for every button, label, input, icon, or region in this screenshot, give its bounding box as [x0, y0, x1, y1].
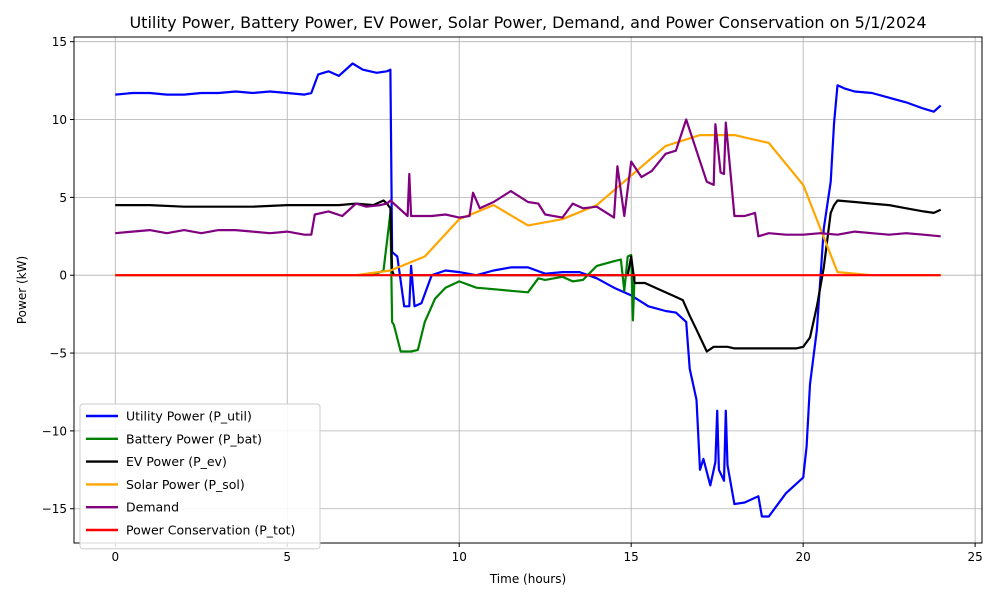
x-tick-label: 5	[283, 550, 291, 564]
legend-box	[79, 403, 321, 550]
legend-label: Demand	[126, 500, 179, 515]
y-tick-label: 10	[52, 113, 67, 127]
x-tick-label: 25	[967, 550, 982, 564]
legend-label: Solar Power (P_sol)	[126, 477, 245, 492]
y-tick-label: −10	[42, 424, 67, 438]
x-axis-title: Time (hours)	[489, 572, 566, 586]
x-tick-label: 0	[111, 550, 119, 564]
x-tick-label: 10	[452, 550, 467, 564]
y-tick-label: 5	[59, 191, 67, 205]
legend-label: EV Power (P_ev)	[126, 454, 227, 469]
x-tick-label: 15	[624, 550, 639, 564]
x-tick-label: 20	[796, 550, 811, 564]
series-line-utility-power-p-util	[115, 62, 942, 518]
legend-label: Utility Power (P_util)	[126, 409, 252, 424]
series-line-demand	[115, 118, 941, 238]
y-tick-label: −15	[42, 502, 67, 516]
series-line-ev-power-p-ev	[115, 199, 942, 353]
legend: Utility Power (P_util) Battery Power (P_b…	[79, 403, 321, 550]
chart-title: Utility Power, Battery Power, EV Power, …	[129, 13, 926, 32]
plot-frame	[73, 36, 983, 544]
legend-label: Power Conservation (P_tot)	[126, 523, 295, 538]
legend-label: Battery Power (P_bat)	[126, 431, 262, 446]
y-tick-label: −5	[49, 347, 67, 361]
axis-ticks: 0 5 10 15 20 25 −15 −10 −5 0 5 10 15	[42, 35, 983, 564]
y-axis-title: Power (kW)	[15, 256, 29, 324]
y-tick-label: 15	[52, 35, 67, 49]
series-line-battery-power-p-bat	[115, 211, 636, 353]
y-tick-label: 0	[59, 269, 67, 283]
series-lines	[115, 62, 942, 518]
